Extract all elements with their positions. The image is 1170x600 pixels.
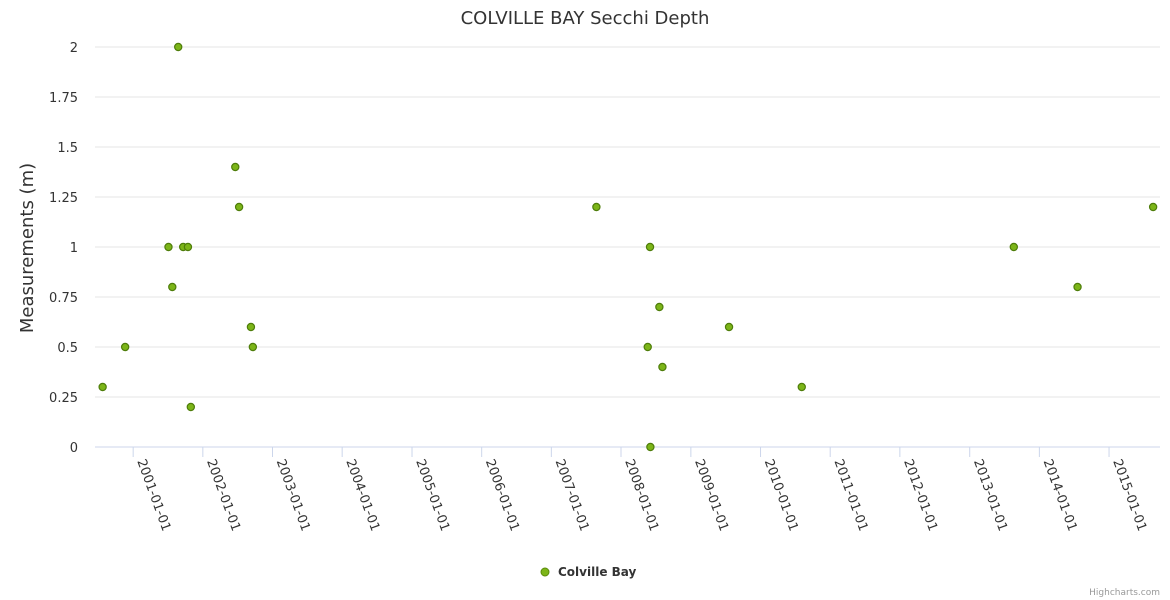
x-tick-label: 2004-01-01	[342, 457, 382, 533]
legend-marker	[540, 567, 550, 577]
data-point[interactable]	[168, 282, 177, 292]
y-tick-label: 0.25	[49, 391, 78, 406]
data-point[interactable]	[231, 162, 240, 172]
x-tick-label: 2002-01-01	[203, 457, 243, 533]
data-point[interactable]	[646, 442, 655, 452]
x-tick-label: 2007-01-01	[552, 457, 592, 533]
x-tick-label: 2010-01-01	[761, 457, 801, 533]
x-tick-label: 2008-01-01	[621, 457, 661, 533]
data-point[interactable]	[234, 202, 244, 212]
data-point[interactable]	[174, 42, 183, 52]
x-tick-label: 2014-01-01	[1040, 457, 1080, 533]
y-axis-ticks: 0 0.25 0.5 0.75 1 1.25 1.5 1.75 2	[49, 41, 78, 456]
y-axis-label: Measurements (m)	[17, 163, 38, 333]
data-point[interactable]	[120, 342, 130, 352]
x-axis: 2001-01-01 2002-01-01 2003-01-01 2004-01-01…	[95, 446, 1160, 533]
credits[interactable]: Highcharts.com	[1089, 588, 1160, 598]
data-point[interactable]	[658, 362, 667, 372]
x-tick-label: 2015-01-01	[1109, 457, 1149, 533]
x-tick-label: 2012-01-01	[900, 457, 940, 533]
x-tick-label: 2003-01-01	[273, 457, 313, 533]
y-tick-label: 1.75	[49, 91, 78, 106]
data-point[interactable]	[655, 302, 664, 312]
x-tick-label: 2001-01-01	[133, 457, 173, 533]
data-point[interactable]	[186, 402, 196, 412]
x-tick-label: 2011-01-01	[830, 457, 870, 533]
data-points	[98, 42, 1158, 452]
y-tick-label: 1	[70, 241, 78, 256]
x-tick-label: 2005-01-01	[412, 457, 452, 533]
data-point[interactable]	[724, 322, 734, 332]
data-point[interactable]	[98, 382, 107, 392]
legend-label[interactable]: Colville Bay	[558, 565, 637, 579]
y-tick-label: 0.5	[57, 341, 78, 356]
data-point[interactable]	[1009, 242, 1019, 252]
data-point[interactable]	[164, 242, 173, 252]
gridlines	[95, 46, 1160, 398]
y-tick-label: 0.75	[49, 291, 78, 306]
x-tick-label: 2013-01-01	[970, 457, 1010, 533]
data-point[interactable]	[592, 202, 601, 212]
data-point[interactable]	[1073, 282, 1082, 292]
data-point[interactable]	[645, 242, 655, 252]
x-tick-label: 2006-01-01	[482, 457, 522, 533]
data-point[interactable]	[183, 242, 193, 252]
y-tick-label: 1.5	[57, 141, 78, 156]
legend[interactable]: Colville Bay	[540, 565, 637, 579]
x-tick-label: 2009-01-01	[691, 457, 731, 533]
data-point[interactable]	[797, 382, 806, 392]
data-point[interactable]	[248, 342, 258, 352]
data-point[interactable]	[246, 322, 256, 332]
chart-title: COLVILLE BAY Secchi Depth	[461, 8, 710, 29]
data-point[interactable]	[1148, 202, 1158, 212]
y-tick-label: 0	[70, 441, 78, 456]
y-tick-label: 2	[70, 41, 78, 56]
y-tick-label: 1.25	[49, 191, 78, 206]
data-point[interactable]	[643, 342, 652, 352]
